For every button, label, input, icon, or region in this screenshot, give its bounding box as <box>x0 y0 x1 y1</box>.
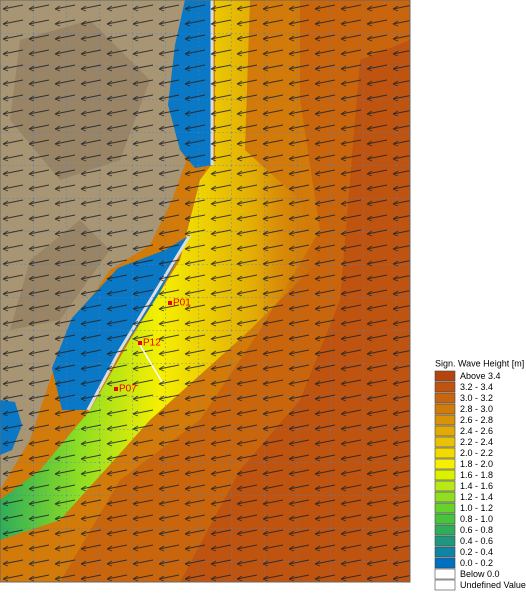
legend-label: 1.2 - 1.4 <box>460 492 493 502</box>
legend-swatch <box>434 447 456 459</box>
legend-label: Below 0.0 <box>460 569 500 579</box>
legend-label: 2.0 - 2.2 <box>460 448 493 458</box>
legend-swatch <box>434 458 456 470</box>
legend-swatch <box>434 491 456 503</box>
point-label: P12 <box>143 338 161 349</box>
legend-swatch <box>434 469 456 481</box>
legend-label: 0.2 - 0.4 <box>460 547 493 557</box>
legend-swatch <box>434 436 456 448</box>
legend-label: 1.8 - 2.0 <box>460 459 493 469</box>
legend-swatch <box>434 370 456 382</box>
legend-label: 2.4 - 2.6 <box>460 426 493 436</box>
legend-label: Undefined Value <box>460 580 526 590</box>
point-marker <box>114 387 118 391</box>
point-marker <box>168 301 172 305</box>
legend-label: 1.6 - 1.8 <box>460 470 493 480</box>
point-marker <box>138 341 142 345</box>
legend-swatch <box>434 513 456 525</box>
legend-label: 0.6 - 0.8 <box>460 525 493 535</box>
legend-label: 2.6 - 2.8 <box>460 415 493 425</box>
legend-label: 0.8 - 1.0 <box>460 514 493 524</box>
legend-label: 2.2 - 2.4 <box>460 437 493 447</box>
point-label: P01 <box>173 298 191 309</box>
map <box>0 0 411 583</box>
transect <box>139 344 163 383</box>
point-label: P07 <box>119 384 137 395</box>
points: P01 P12 P07 <box>114 298 191 395</box>
legend-swatch <box>434 414 456 426</box>
legend-swatch <box>434 524 456 536</box>
legend-label: 2.8 - 3.0 <box>460 404 493 414</box>
legend-swatch <box>434 381 456 393</box>
legend-swatch <box>434 546 456 558</box>
legend-swatch <box>434 568 456 580</box>
legend-label: 0.0 - 0.2 <box>460 558 493 568</box>
legend-title: Sign. Wave Height [m] <box>435 358 524 368</box>
legend-label: Above 3.4 <box>460 371 501 381</box>
legend-swatch <box>434 579 456 591</box>
legend-label: 1.4 - 1.6 <box>460 481 493 491</box>
wave-direction-arrows <box>0 0 410 582</box>
legend-label: 0.4 - 0.6 <box>460 536 493 546</box>
legend-swatch <box>434 502 456 514</box>
legend-swatch <box>434 425 456 437</box>
legend-label: 1.0 - 1.2 <box>460 503 493 513</box>
legend-swatch <box>434 557 456 569</box>
map-frame <box>0 0 411 583</box>
legend-label: 3.0 - 3.2 <box>460 393 493 403</box>
legend-swatch <box>434 480 456 492</box>
legend-label: 3.2 - 3.4 <box>460 382 493 392</box>
legend: Sign. Wave Height [m] Above 3.43.2 - 3.4… <box>434 358 526 591</box>
legend-swatch <box>434 403 456 415</box>
legend-swatch <box>434 535 456 547</box>
legend-swatch <box>434 392 456 404</box>
